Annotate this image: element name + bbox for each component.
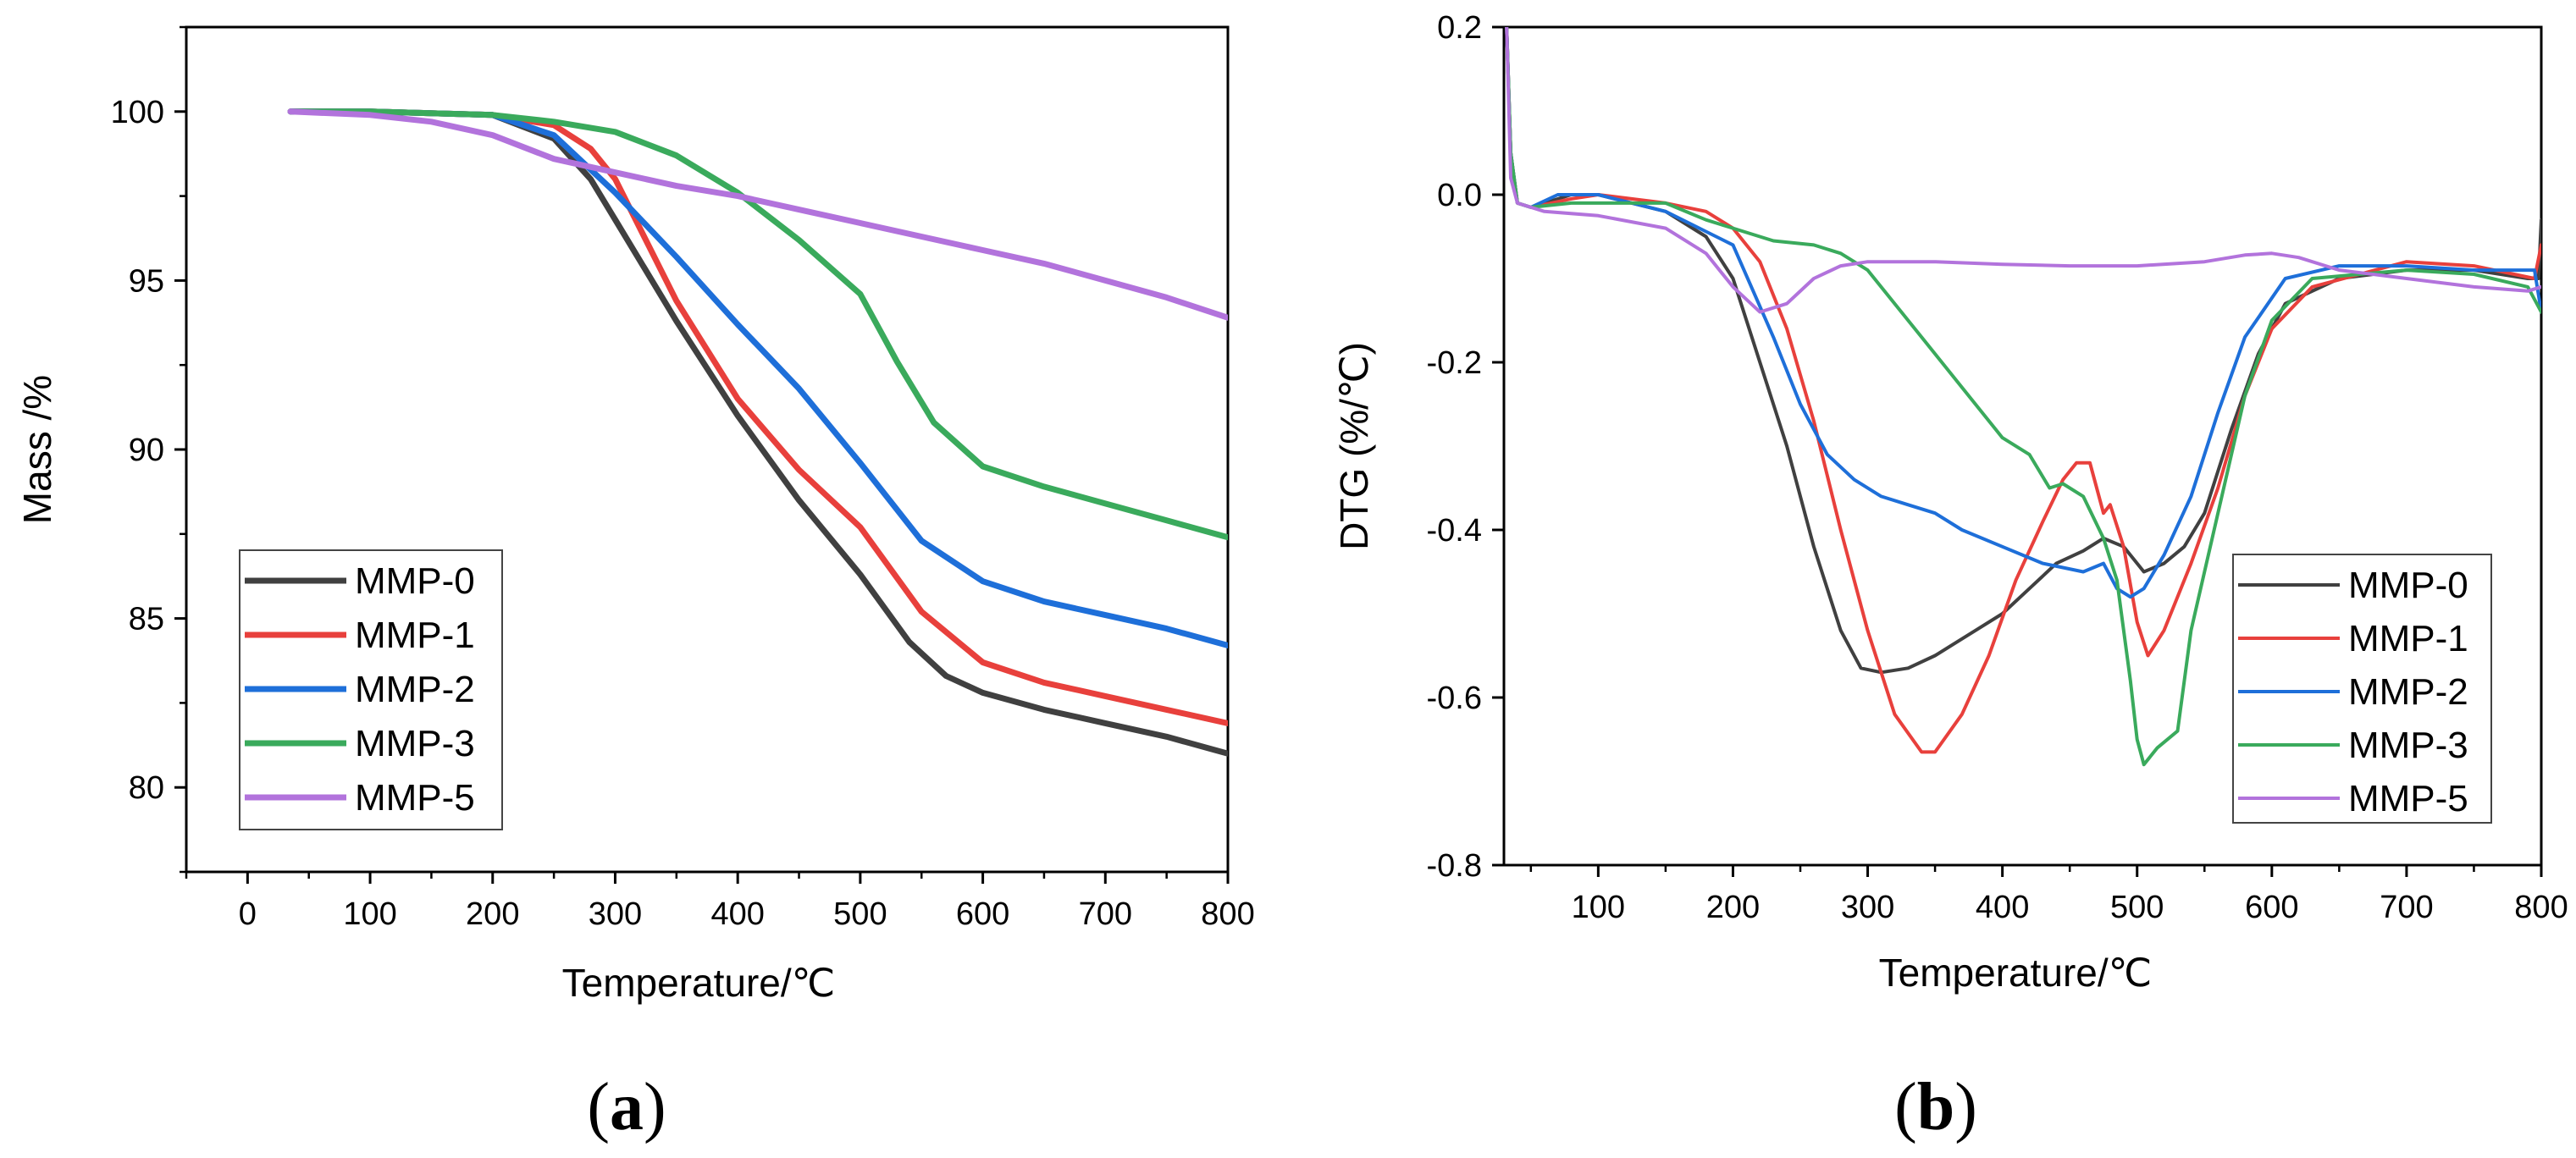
y-tick-label: 95 (129, 263, 164, 299)
legend-label-mmp-1: MMP-1 (355, 615, 475, 656)
y-tick-label: 85 (129, 602, 164, 637)
x-tick-label: 0 (239, 896, 257, 932)
x-tick-label: 400 (710, 896, 764, 932)
x-tick-label: 800 (2514, 890, 2568, 925)
legend-label-mmp-3: MMP-3 (2348, 725, 2468, 766)
x-tick-label: 700 (2380, 890, 2433, 925)
series-line-mmp-1 (1505, 27, 2541, 754)
y-tick-label: -0.2 (1427, 345, 1482, 381)
x-tick-label: 300 (589, 896, 642, 932)
series-b (1505, 27, 2541, 767)
x-tick-label: 300 (1841, 890, 1894, 925)
panel-label-a: (a) (587, 1070, 666, 1144)
x-tick-label: 200 (466, 896, 519, 932)
legend-label-mmp-3: MMP-3 (355, 723, 475, 764)
legend-b: MMP-0 MMP-1 MMP-2 MMP-3 MMP-5 (2232, 554, 2492, 824)
chart-panel-b: 100 200 300 400 500 600 700 800 -0.8 -0.6 -0.4 -0.2… (1332, 10, 2568, 1144)
series-line-mmp-2 (287, 108, 1228, 648)
y-tick-label: 90 (129, 433, 164, 468)
y-tick-label: 0.0 (1437, 178, 1482, 213)
series-a (287, 108, 1228, 757)
y-tick-label: -0.6 (1427, 681, 1482, 716)
x-tick-label: 600 (2245, 890, 2298, 925)
x-axis-label-a: Temperature/℃ (562, 961, 836, 1005)
plot-frame-b (1502, 25, 2543, 867)
chart-panel-a: 0 100 200 300 400 500 600 700 800 80 85 90 95 100 MMP… (15, 25, 1255, 1144)
legend-label-mmp-5: MMP-5 (2348, 778, 2468, 819)
y-tick-label: -0.4 (1427, 513, 1482, 549)
y-axis-label-b: DTG (%/℃) (1332, 342, 1376, 550)
legend-box (2232, 554, 2492, 824)
legend-label-mmp-1: MMP-1 (2348, 618, 2468, 659)
y-axis-label-a: Mass /% (15, 375, 59, 524)
x-tick-label: 100 (343, 896, 396, 932)
y-tick-label: -0.8 (1427, 848, 1482, 884)
legend-label-mmp-0: MMP-0 (355, 560, 475, 602)
legend-a: MMP-0 MMP-1 MMP-2 MMP-3 MMP-5 (239, 549, 503, 830)
y-tick-label: 0.2 (1437, 10, 1482, 46)
panel-label-b: (b) (1894, 1070, 1977, 1144)
legend-label-mmp-5: MMP-5 (355, 777, 475, 819)
ticks-b: 100 200 300 400 500 600 700 800 -0.8 -0.6 -0.4 -0.2… (1427, 10, 2568, 925)
x-tick-label: 800 (1201, 896, 1254, 932)
legend-label-mmp-0: MMP-0 (2348, 565, 2468, 606)
series-line-mmp-3 (1505, 27, 2541, 767)
series-line-mmp-2 (1505, 27, 2541, 599)
ticks-a: 0 100 200 300 400 500 600 700 800 80 85 90 95 100 (111, 25, 1255, 932)
x-tick-label: 500 (2110, 890, 2164, 925)
series-line-mmp-3 (287, 108, 1228, 541)
x-tick-label: 200 (1706, 890, 1760, 925)
x-tick-label: 700 (1079, 896, 1132, 932)
x-tick-label: 100 (1572, 890, 1625, 925)
series-line-mmp-5 (1505, 27, 2541, 314)
y-tick-label: 100 (111, 95, 164, 130)
x-axis-label-b: Temperature/℃ (1879, 951, 2153, 995)
x-tick-label: 600 (956, 896, 1009, 932)
y-tick-label: 80 (129, 770, 164, 806)
legend-label-mmp-2: MMP-2 (2348, 671, 2468, 713)
legend-label-mmp-2: MMP-2 (355, 669, 475, 710)
series-line-mmp-5 (287, 108, 1228, 321)
x-tick-label: 500 (833, 896, 887, 932)
x-tick-label: 400 (1976, 890, 2029, 925)
